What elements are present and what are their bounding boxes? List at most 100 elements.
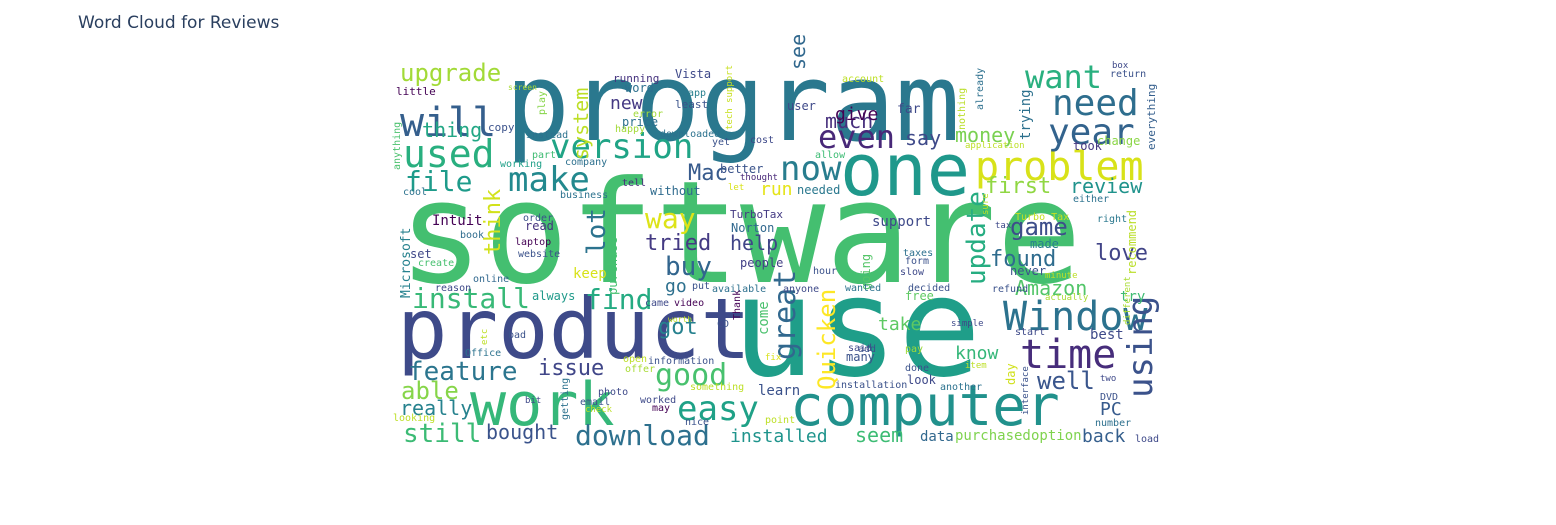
word-look: look [907, 373, 937, 387]
word-issue: issue [538, 356, 604, 381]
word-tell: tell [622, 178, 646, 189]
word-good: good [655, 358, 727, 393]
word-computer: computer [790, 374, 1060, 439]
word-think: think [481, 189, 506, 255]
word-hour: hour [813, 266, 837, 277]
word-need: need [1052, 83, 1139, 124]
word-make: make [508, 160, 590, 200]
word-found: found [990, 247, 1056, 272]
word-turbotax: TurboTax [730, 208, 783, 221]
word-upgrade: upgrade [400, 59, 501, 87]
word-now: now [780, 149, 842, 189]
word-allow: allow [815, 150, 846, 161]
word-offer: offer [625, 364, 655, 375]
word-little: little [396, 85, 436, 98]
word-love: love [1095, 241, 1148, 266]
word-say: say [905, 126, 941, 150]
word-always: always [532, 289, 575, 303]
word-mac: Mac [688, 161, 728, 186]
word-instead: instead [526, 130, 568, 141]
word-load: load [1135, 434, 1159, 445]
word-tried: tried [645, 231, 711, 256]
word-made: made [1030, 237, 1059, 251]
word-let: let [728, 183, 744, 193]
word-even: even [818, 118, 895, 156]
word-set: set [410, 247, 432, 261]
word-help: help [730, 231, 778, 255]
word-learn: learn [758, 383, 800, 399]
word-norton: Norton [731, 221, 774, 235]
word-actually: actually [1045, 293, 1089, 303]
word-play: play [537, 91, 548, 115]
word-thought: thought [740, 173, 778, 183]
word-slow: slow [900, 267, 925, 278]
word-taxes: taxes [903, 248, 933, 259]
word-refund: refund [992, 284, 1028, 295]
word-pc: PC [1100, 399, 1122, 420]
word-simple: simple [951, 319, 984, 329]
word-turbo-tax: Turbo Tax [1015, 212, 1069, 223]
word-number: number [1095, 418, 1131, 429]
word-check: check [585, 405, 613, 415]
word-new: new [610, 93, 643, 114]
word-find: find [585, 283, 652, 316]
word-well: well [1037, 367, 1095, 395]
word-thing: thing [422, 118, 482, 142]
word-video: video [674, 298, 704, 309]
word-office: Office [465, 348, 501, 359]
word-start: start [1015, 327, 1045, 338]
word-download: download [575, 419, 710, 452]
word-copy: copy [488, 121, 515, 134]
word-change: change [1097, 134, 1140, 148]
word-seem: seem [855, 423, 903, 447]
word-bit: bit [525, 396, 541, 406]
word-without: without [650, 184, 701, 198]
word-easy: easy [677, 389, 759, 429]
word-time: time [1020, 332, 1116, 378]
word-run: run [760, 179, 793, 200]
word-worth: worth [668, 315, 692, 324]
word-feature: feature [408, 357, 518, 387]
word-data: data [920, 429, 954, 445]
word-tax: tax [995, 221, 1012, 231]
word-want: want [1025, 58, 1102, 96]
word-order: order [523, 213, 553, 224]
word-photo: photo [598, 387, 628, 398]
word-sure: sure [981, 193, 991, 215]
word-yet: yet [712, 137, 730, 148]
word-least: least [675, 98, 708, 111]
word-got: got [658, 315, 698, 340]
word-used: used [403, 132, 495, 176]
word-anything: anything [392, 122, 403, 170]
word-looking: looking [393, 413, 435, 424]
word-cd: CD [717, 319, 729, 330]
word-two: two [1100, 374, 1116, 384]
word-way: way [645, 202, 696, 235]
word-product: product [397, 280, 751, 378]
word-running: running [613, 72, 659, 85]
word-better: better [720, 162, 763, 176]
word-put: put [692, 281, 710, 292]
word-using: using [1121, 296, 1161, 398]
word-money: money [955, 123, 1015, 147]
word-dvd: DVD [1100, 392, 1118, 403]
word-account: account [842, 74, 884, 85]
word-website: website [518, 249, 560, 260]
word-said: said [848, 343, 872, 354]
word-user: user [787, 99, 816, 113]
word-much: much [825, 109, 873, 133]
word-know: know [955, 343, 999, 364]
word-system: system [569, 88, 593, 160]
word-minute: minute [1045, 271, 1078, 281]
word-available: available [712, 284, 766, 295]
word-either: either [1073, 194, 1109, 205]
word-worked: worked [640, 395, 676, 406]
word-lot: lot [582, 208, 612, 255]
word-came: came [645, 298, 669, 309]
word-many: many [846, 350, 875, 364]
word-another: another [940, 382, 982, 393]
word-application: application [965, 141, 1025, 151]
word-purchase: purchase [606, 237, 620, 295]
word-back: back [1082, 426, 1126, 447]
word-take: take [878, 314, 921, 335]
